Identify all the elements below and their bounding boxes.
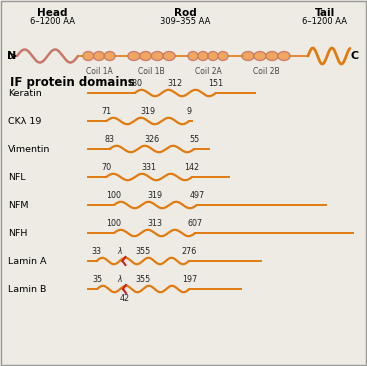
Text: 151: 151 — [208, 79, 224, 88]
Ellipse shape — [208, 52, 218, 60]
Text: λ: λ — [117, 247, 121, 256]
Ellipse shape — [94, 52, 105, 60]
Text: NFL: NFL — [8, 172, 26, 182]
Text: 100: 100 — [106, 191, 121, 200]
Text: 326: 326 — [144, 135, 160, 144]
Text: 55: 55 — [189, 135, 199, 144]
Text: 142: 142 — [185, 163, 200, 172]
Text: Coil 1B: Coil 1B — [138, 67, 165, 76]
Text: 42: 42 — [120, 294, 130, 303]
Text: 180: 180 — [127, 79, 142, 88]
Text: 33: 33 — [92, 247, 102, 256]
Text: N: N — [7, 51, 17, 61]
Text: 607: 607 — [188, 219, 203, 228]
Ellipse shape — [254, 52, 266, 60]
Text: 355: 355 — [135, 247, 150, 256]
Text: 9: 9 — [187, 107, 192, 116]
Text: 309–355 AA: 309–355 AA — [160, 17, 210, 26]
Text: Head: Head — [37, 8, 67, 18]
Text: Vimentin: Vimentin — [8, 145, 50, 153]
Text: 100: 100 — [106, 219, 121, 228]
Text: 313: 313 — [147, 219, 162, 228]
Ellipse shape — [218, 52, 228, 60]
Ellipse shape — [242, 52, 254, 60]
Ellipse shape — [83, 52, 94, 60]
Text: NFH: NFH — [8, 228, 28, 238]
Ellipse shape — [151, 52, 163, 60]
Ellipse shape — [163, 52, 175, 60]
Text: Coil 1A: Coil 1A — [86, 67, 112, 76]
Text: 276: 276 — [181, 247, 196, 256]
Ellipse shape — [266, 52, 278, 60]
Ellipse shape — [188, 52, 198, 60]
Text: 6–1200 AA: 6–1200 AA — [302, 17, 348, 26]
Text: 497: 497 — [189, 191, 204, 200]
Text: Lamin B: Lamin B — [8, 284, 46, 294]
Text: Keratin: Keratin — [8, 89, 42, 97]
Text: 71: 71 — [101, 107, 112, 116]
Text: Lamin A: Lamin A — [8, 257, 47, 265]
Text: 312: 312 — [168, 79, 183, 88]
Text: 6–1200 AA: 6–1200 AA — [29, 17, 75, 26]
Text: Rod: Rod — [174, 8, 196, 18]
Text: Tail: Tail — [315, 8, 335, 18]
Ellipse shape — [128, 52, 140, 60]
Text: 355: 355 — [135, 275, 151, 284]
Ellipse shape — [278, 52, 290, 60]
Ellipse shape — [198, 52, 208, 60]
Text: λ: λ — [117, 275, 122, 284]
Text: Coil 2A: Coil 2A — [195, 67, 221, 76]
Text: C: C — [351, 51, 359, 61]
Text: 331: 331 — [142, 163, 157, 172]
Text: 70: 70 — [101, 163, 111, 172]
Text: 319: 319 — [148, 191, 163, 200]
Ellipse shape — [104, 52, 115, 60]
Text: 83: 83 — [105, 135, 115, 144]
Text: IF protein domains: IF protein domains — [10, 76, 135, 89]
Ellipse shape — [139, 52, 152, 60]
Text: Coil 2B: Coil 2B — [253, 67, 279, 76]
Text: 197: 197 — [182, 275, 197, 284]
Text: 35: 35 — [92, 275, 102, 284]
Text: NFM: NFM — [8, 201, 29, 209]
Text: CKλ 19: CKλ 19 — [8, 116, 41, 126]
Text: 319: 319 — [140, 107, 156, 116]
